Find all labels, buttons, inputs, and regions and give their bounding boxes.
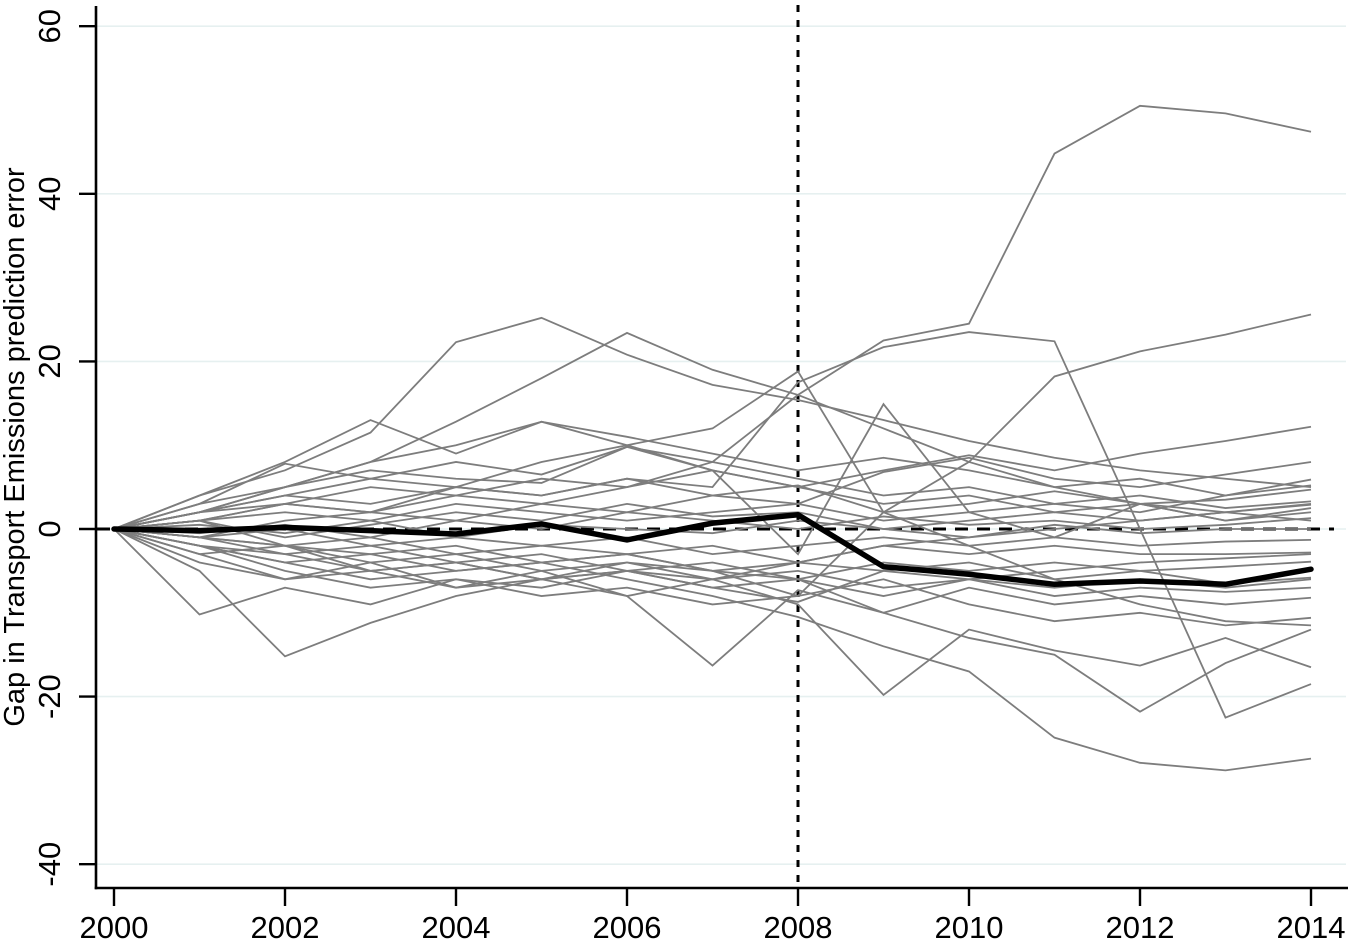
axes-layer: -40 -20 0 20 40 60 2000 2002 2004 2006 2008 2010 201…: [32, 6, 1348, 944]
placebo-26-line: [113, 445, 1312, 530]
treated-gap-line: [111, 512, 1314, 588]
y-tick-label-20: 20: [32, 344, 67, 378]
x-tick-label-2008: 2008: [764, 910, 833, 944]
placebo-21-line: [113, 519, 1312, 564]
placebo-28-line: [113, 528, 1312, 667]
y-axis-title: Gap in Transport Emissions prediction er…: [0, 167, 31, 727]
x-tick-label-2000: 2000: [80, 910, 149, 944]
placebo-02-line: [113, 370, 1312, 627]
placebo-20-line: [113, 528, 1312, 556]
placebo-09-line: [113, 528, 1312, 772]
x-tick-label-2002: 2002: [251, 910, 320, 944]
placebo-04-line: [113, 331, 1312, 530]
y-tick-label--40: -40: [32, 842, 67, 887]
placebo-15-line: [113, 478, 1312, 530]
gridlines-layer: [97, 25, 1346, 866]
y-tick-label--20: -20: [32, 674, 67, 719]
reference-lines-layer: [97, 5, 1334, 888]
x-tick-label-2010: 2010: [935, 910, 1004, 944]
placebo-11-line: [113, 528, 1312, 713]
placebo-30-line: [113, 502, 1312, 581]
placebo-05-line: [113, 331, 1312, 719]
y-tick-label-60: 60: [32, 9, 67, 43]
x-tick-label-2006: 2006: [593, 910, 662, 944]
placebo-29-line: [113, 420, 1312, 530]
placebo-23-line: [113, 528, 1312, 597]
series-layer: [111, 104, 1314, 772]
placebo-27-line: [113, 528, 1312, 603]
y-tick-label-40: 40: [32, 177, 67, 211]
placebo-03-line: [113, 316, 1312, 530]
x-tick-label-2004: 2004: [422, 910, 491, 944]
placebo-16-line: [113, 484, 1312, 539]
y-tick-label-0: 0: [32, 520, 67, 537]
placebo-25-line: [113, 402, 1312, 556]
x-tick-label-2012: 2012: [1106, 910, 1175, 944]
placebo-17-line: [113, 502, 1312, 539]
x-tick-label-2014: 2014: [1277, 910, 1346, 944]
